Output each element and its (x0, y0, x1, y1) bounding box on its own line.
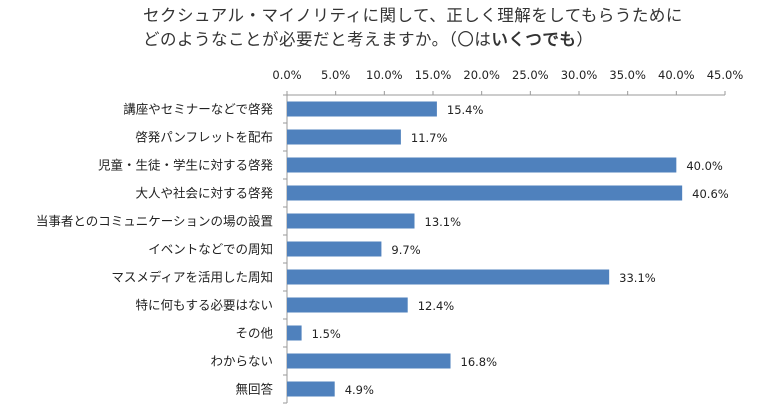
category-label: わからない (210, 354, 273, 369)
bar (287, 157, 677, 173)
category-label: 当事者とのコミュニケーションの場の設置 (36, 214, 273, 229)
bar (287, 101, 437, 117)
category-label: 講座やセミナーなどで啓発 (123, 102, 273, 117)
bar (287, 269, 610, 285)
bar (287, 241, 382, 257)
data-label: 11.7% (411, 131, 448, 145)
bar (287, 353, 451, 369)
category-label: 啓発パンフレットを配布 (135, 130, 273, 145)
data-label: 1.5% (312, 327, 341, 341)
data-label: 16.8% (461, 355, 498, 369)
x-tick-label: 20.0% (463, 68, 500, 82)
chart-title-line-1: セクシュアル・マイノリティに関して、正しく理解をしてもらうために (143, 6, 683, 25)
bar (287, 325, 302, 341)
x-tick-label: 40.0% (658, 68, 695, 82)
x-tick-label: 5.0% (321, 68, 350, 82)
bar (287, 213, 415, 229)
bar (287, 297, 408, 313)
chart-title-line-2-emphasis: いくつでも (491, 30, 577, 49)
x-tick-label: 45.0% (707, 68, 744, 82)
data-label: 12.4% (418, 299, 455, 313)
chart-title-line-2: どのようなことが必要だと考えますか。（〇はいくつでも） (143, 28, 683, 52)
category-label: 無回答 (235, 382, 273, 397)
data-label: 40.6% (692, 187, 729, 201)
bar (287, 129, 401, 145)
data-label: 13.1% (425, 215, 462, 229)
x-tick-label: 30.0% (561, 68, 598, 82)
data-label: 15.4% (447, 103, 484, 117)
chart-title: セクシュアル・マイノリティに関して、正しく理解をしてもらうために どのようなこと… (143, 4, 683, 52)
chart-title-line-2-suffix: ） (576, 30, 594, 49)
data-label: 40.0% (686, 159, 723, 173)
category-label: その他 (235, 326, 273, 341)
category-label: 特に何もする必要はない (135, 298, 273, 313)
data-label: 4.9% (345, 383, 374, 397)
category-label: 大人や社会に対する啓発 (135, 186, 273, 201)
data-label: 33.1% (619, 271, 656, 285)
category-label: 児童・生徒・学生に対する啓発 (98, 158, 274, 173)
x-tick-label: 15.0% (415, 68, 452, 82)
category-label: イベントなどでの周知 (148, 242, 273, 257)
x-tick-label: 10.0% (366, 68, 403, 82)
category-label: マスメディアを活用した周知 (111, 270, 273, 285)
bar (287, 185, 683, 201)
data-label: 9.7% (391, 243, 420, 257)
x-tick-label: 0.0% (272, 68, 301, 82)
x-tick-label: 25.0% (512, 68, 549, 82)
bar (287, 381, 335, 397)
x-tick-label: 35.0% (609, 68, 646, 82)
chart-title-line-2-prefix: どのようなことが必要だと考えますか。（〇は (143, 30, 492, 49)
